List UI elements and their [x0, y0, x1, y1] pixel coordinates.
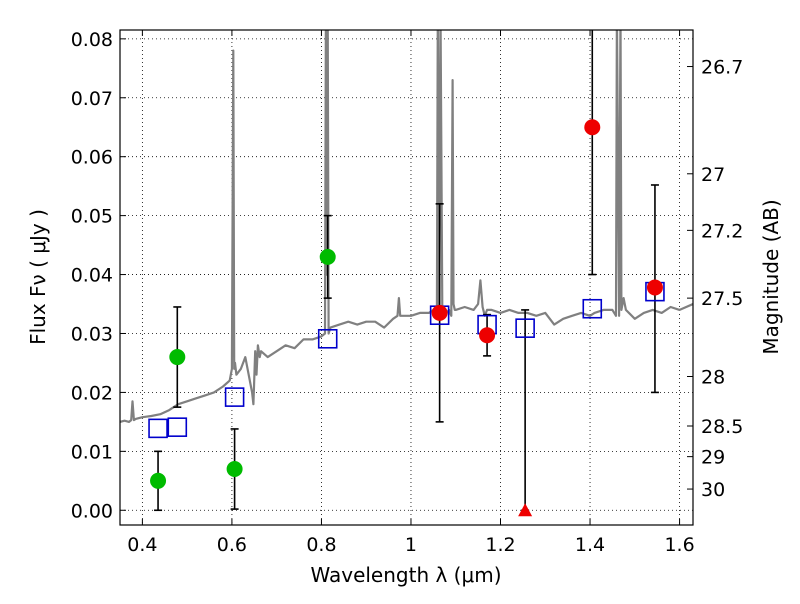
magnitude-tick-label: 27.2 [701, 220, 743, 242]
upper-limit-triangle [518, 503, 533, 517]
y-tick-label: 0.01 [71, 441, 113, 463]
x-tick-label: 1.4 [575, 534, 605, 556]
grid-lines [120, 30, 693, 525]
photometry-point [150, 472, 167, 489]
y-tick-label: 0.07 [71, 88, 113, 110]
y-tick-label: 0.06 [71, 147, 113, 169]
photometry-point [319, 248, 336, 265]
photometry-point [226, 461, 243, 478]
magnitude-tick-label: 27.5 [701, 288, 743, 310]
x-tick-label: 0.4 [127, 534, 157, 556]
x-tick-label: 0.6 [217, 534, 247, 556]
model-photometry-square [515, 318, 535, 338]
x-tick-label: 1.2 [485, 534, 515, 556]
photometry-point [646, 279, 663, 296]
y-tick-label: 0.08 [71, 29, 113, 51]
model-photometry-square [582, 298, 603, 319]
markers-layer [148, 119, 665, 517]
magnitude-tick-label: 29 [701, 447, 725, 469]
y-axis-label: Flux Fν ( μJy ) [26, 209, 50, 345]
x-tick-label: 1.6 [664, 534, 694, 556]
x-tick-label: 0.8 [306, 534, 336, 556]
y-tick-label: 0.04 [71, 265, 113, 287]
model-spectrum-layer [120, 30, 693, 423]
photometry-point [169, 349, 186, 366]
photometry-point [479, 327, 496, 344]
magnitude-tick-label: 26.7 [701, 57, 743, 79]
magnitude-axis-ticks: 26.7 27 27.2 27.5 28 28.5 29 30 [687, 57, 743, 501]
model-photometry-square [167, 417, 188, 437]
y-tick-label: 0.03 [71, 323, 113, 345]
x-axis-ticks: 0.4 0.6 0.8 1 1.2 1.4 1.6 [127, 30, 695, 556]
magnitude-axis-label: Magnitude (AB) [759, 199, 783, 354]
magnitude-tick-label: 30 [701, 479, 725, 501]
model-photometry-square [148, 418, 168, 439]
magnitude-tick-label: 28 [701, 367, 725, 389]
model-photometry-square [224, 387, 245, 407]
y-tick-label: 0.00 [71, 500, 113, 522]
x-axis-label: Wavelength λ (μm) [310, 563, 501, 587]
model-spectrum-line [120, 30, 693, 423]
y-tick-label: 0.02 [71, 382, 113, 404]
photometry-point [431, 304, 448, 321]
error-bars-layer [154, 30, 659, 512]
magnitude-tick-label: 27 [701, 164, 725, 186]
y-axis-ticks: 0.00 0.01 0.02 0.03 0.04 0.05 0.06 0.07 0.08 [71, 29, 126, 522]
photometry-point [584, 119, 601, 136]
x-tick-label: 1 [405, 534, 417, 556]
magnitude-tick-label: 28.5 [701, 416, 743, 438]
y-tick-label: 0.05 [71, 206, 113, 228]
model-photometry-square [317, 328, 338, 349]
plot-frame [119, 29, 694, 526]
